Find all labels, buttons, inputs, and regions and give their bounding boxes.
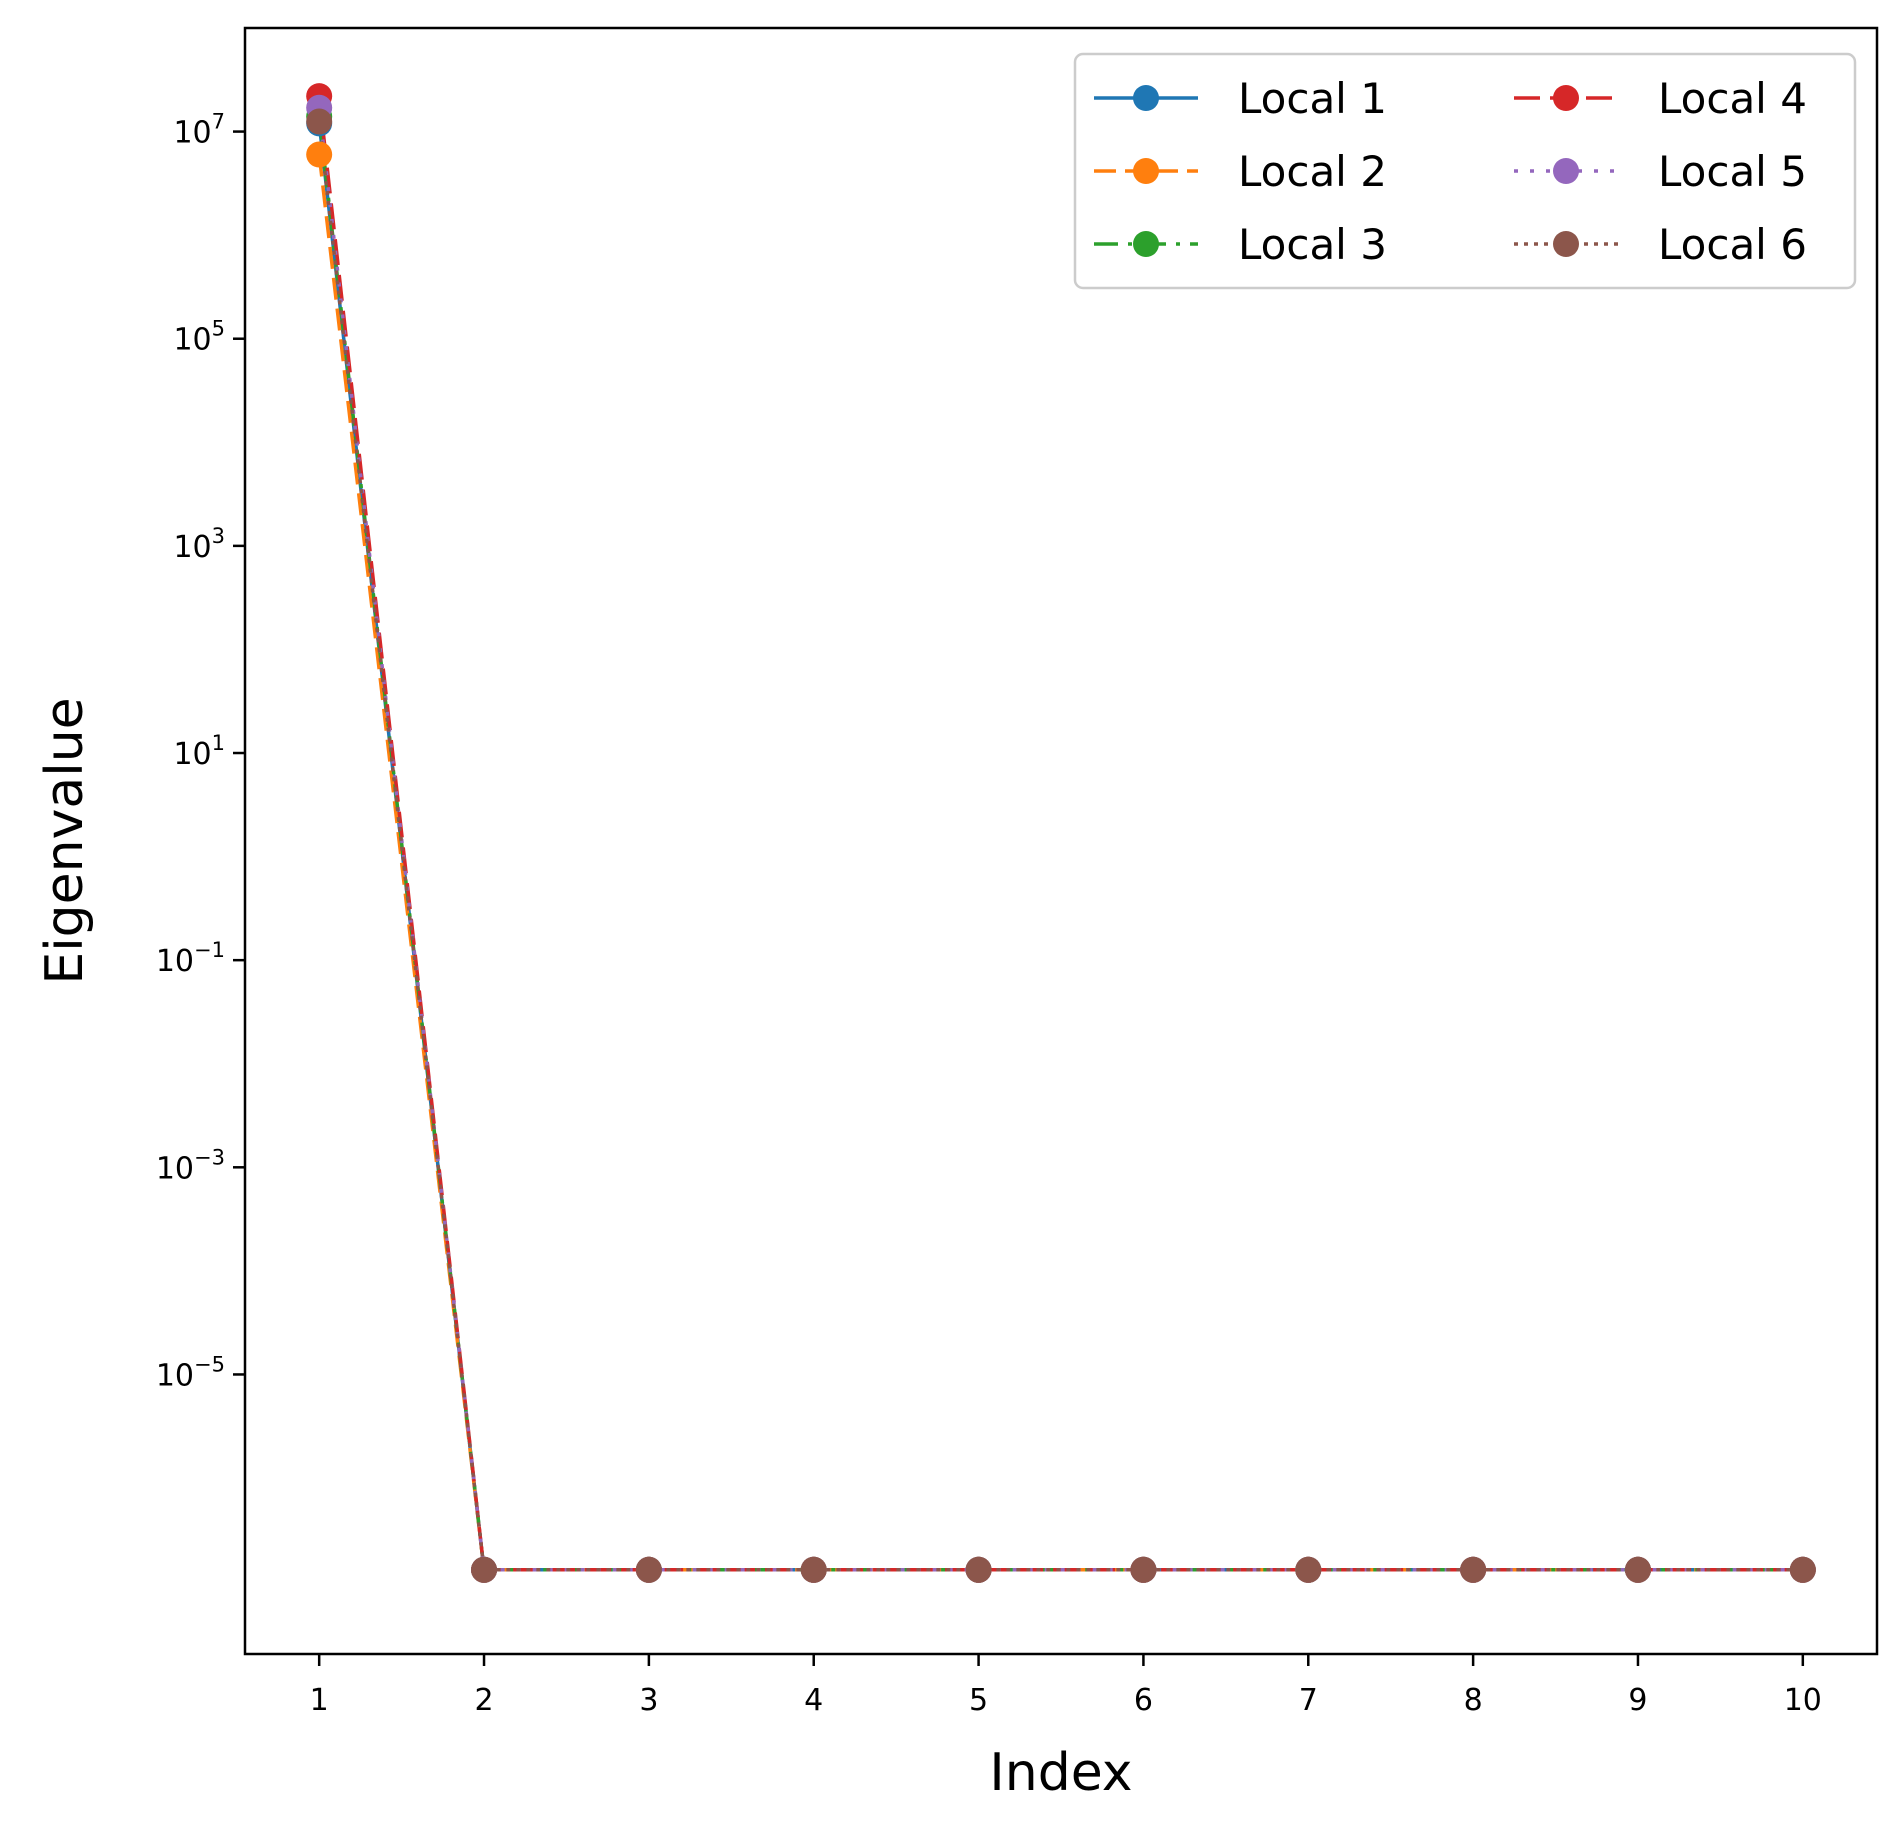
x-tick-label: 5 [969,1683,988,1718]
series-line [317,154,1803,1572]
legend-label: Local 4 [1658,74,1807,123]
legend-label: Local 6 [1658,220,1807,269]
series-line [317,123,1803,1572]
y-tick-label: 103 [173,524,225,565]
legend-label: Local 3 [1238,220,1387,269]
legend-label: Local 2 [1238,147,1387,196]
data-point [1624,1556,1651,1583]
x-tick-label: 7 [1299,1683,1318,1718]
data-point [306,108,333,135]
x-tick-label: 3 [639,1683,658,1718]
data-point [1789,1556,1816,1583]
x-axis-label: Index [989,1743,1132,1803]
plot-lines [317,95,1803,1572]
data-point [635,1556,662,1583]
y-axis-label: Eigenvalue [35,697,95,984]
y-tick-label: 10−3 [156,1145,225,1186]
x-tick-label: 9 [1628,1683,1647,1718]
y-tick-label: 105 [173,317,225,358]
y-tick-label: 107 [173,110,225,151]
series-line [317,95,1803,1572]
y-axis-ticks: 107 105 103 101 10−1 10−3 10−5 [156,110,245,1393]
x-tick-label: 10 [1784,1683,1822,1718]
legend-box [1073,52,1857,290]
x-tick-label: 4 [804,1683,823,1718]
y-tick-label: 101 [173,731,225,772]
data-point [1130,1556,1157,1583]
x-tick-label: 8 [1464,1683,1483,1718]
series-line [317,107,1803,1572]
series-line [317,121,1803,1572]
legend-label: Local 1 [1238,74,1387,123]
data-point [965,1556,992,1583]
y-tick-label: 10−5 [156,1352,225,1393]
legend-marker [1553,158,1579,184]
legend-marker [1133,85,1159,111]
legend: Local 1 Local 2 Local 3 Local 4 Local 5 Local… [1073,52,1857,290]
data-point [1460,1556,1487,1583]
x-tick-label: 6 [1134,1683,1153,1718]
data-point [306,141,333,168]
x-axis-ticks: 1 2 3 4 5 6 7 8 9 10 [310,1654,1822,1718]
data-point [800,1556,827,1583]
legend-marker [1133,231,1159,257]
data-point [471,1556,498,1583]
plot-markers [306,83,1816,1583]
legend-marker [1553,85,1579,111]
plot-frame [243,26,1879,1656]
series-line [317,116,1803,1572]
x-tick-label: 1 [310,1683,329,1718]
x-tick-label: 2 [474,1683,493,1718]
y-tick-label: 10−1 [156,938,225,979]
legend-marker [1553,231,1579,257]
data-point [1295,1556,1322,1583]
legend-marker [1133,158,1159,184]
legend-label: Local 5 [1658,147,1807,196]
